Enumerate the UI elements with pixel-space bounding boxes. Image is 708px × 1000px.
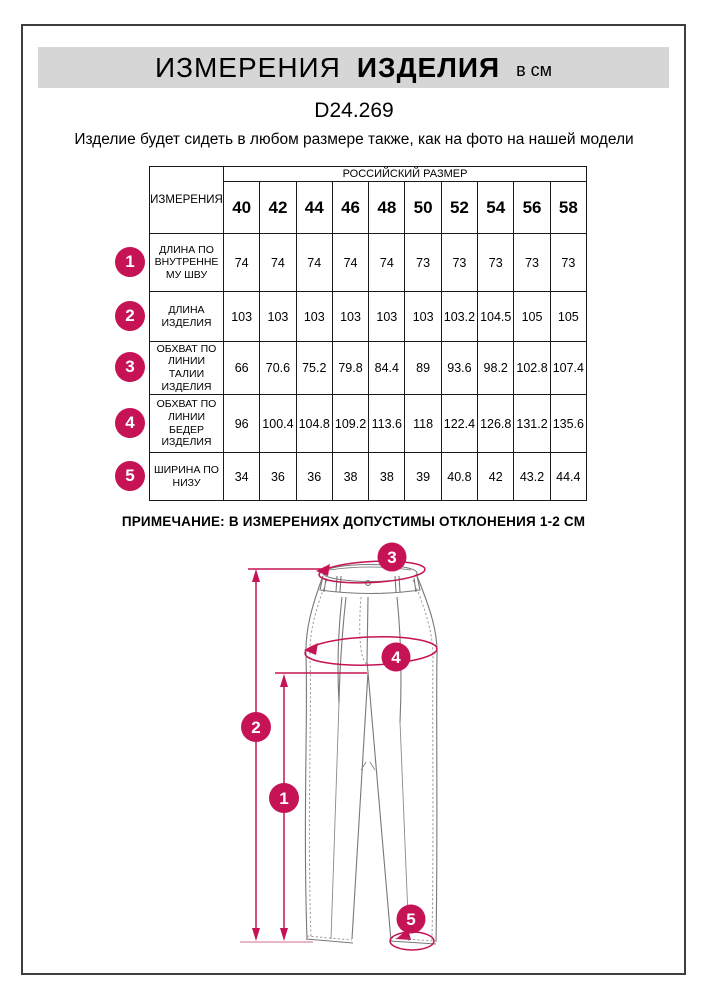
table-body: ДЛИНА ПО ВНУТРЕННЕ МУ ШВУ 74 74 74 74 74 73 73 7… — [149, 233, 588, 501]
table-group-header-row: ИЗМЕРЕНИЯ РОССИЙСКИЙ РАЗМЕР — [149, 166, 587, 234]
measure-value: 105 — [513, 291, 551, 342]
measure-value: 103 — [404, 291, 442, 342]
diagram-marker-3: 3 — [377, 542, 407, 572]
table-row: ОБХВАТ ПО ЛИНИИ БЕДЕР ИЗДЕЛИЯ 96 100.4 104.… — [149, 394, 588, 453]
measure-value: 126.8 — [477, 394, 515, 453]
measure-value: 122.4 — [440, 394, 479, 453]
measure-value: 131.2 — [513, 394, 551, 453]
measure-value: 103 — [259, 291, 297, 342]
size-col-header: 52 — [440, 181, 479, 234]
diagram-marker-5: 5 — [396, 904, 426, 934]
measure-value: 105 — [549, 291, 588, 342]
measure-value: 103 — [295, 291, 333, 342]
size-col-header: 54 — [477, 181, 515, 234]
measure-value: 39 — [404, 452, 442, 501]
measure-value: 74 — [331, 233, 370, 292]
measure-value: 84.4 — [368, 341, 406, 395]
size-col-header: 40 — [222, 181, 261, 234]
size-col-header: 44 — [295, 181, 333, 234]
measure-value: 103 — [331, 291, 370, 342]
measure-value: 79.8 — [331, 341, 370, 395]
svg-text:2: 2 — [251, 718, 260, 737]
diagram-marker-1: 1 — [269, 783, 299, 813]
measure-value: 73 — [549, 233, 588, 292]
svg-text:5: 5 — [406, 910, 415, 929]
row-badge: 2 — [115, 301, 145, 331]
measure-value: 109.2 — [331, 394, 370, 453]
table-row: ОБХВАТ ПО ЛИНИИ ТАЛИИ ИЗДЕЛИЯ 66 70.6 75.2 7… — [149, 341, 588, 395]
measure-value: 103.2 — [440, 291, 479, 342]
table-sizes-row: 40 42 44 46 48 50 52 54 56 58 — [150, 181, 588, 234]
measure-value: 74 — [222, 233, 261, 292]
row-badge: 5 — [115, 461, 145, 491]
measure-value: 38 — [331, 452, 370, 501]
measure-value: 89 — [404, 341, 442, 395]
page-title-unit: в см — [516, 60, 553, 80]
measure-label: ОБХВАТ ПО ЛИНИИ ТАЛИИ ИЗДЕЛИЯ — [149, 341, 224, 395]
row-badge: 1 — [115, 247, 145, 277]
size-col-header: 58 — [549, 181, 588, 234]
pants-sketch — [304, 563, 438, 945]
product-code: D24.269 — [314, 99, 394, 122]
waist-arrow — [316, 564, 330, 576]
measure-value: 74 — [368, 233, 406, 292]
svg-text:4: 4 — [391, 648, 401, 667]
measure-value: 96 — [222, 394, 261, 453]
measure-value: 70.6 — [259, 341, 297, 395]
measure-value: 135.6 — [549, 394, 588, 453]
svg-text:1: 1 — [279, 789, 288, 808]
measure-label: ШИРИНА ПО НИЗУ — [149, 452, 224, 501]
measure-value: 36 — [259, 452, 297, 501]
measure-value: 44.4 — [549, 452, 588, 501]
measure-value: 74 — [259, 233, 297, 292]
measure-label: ДЛИНА ИЗДЕЛИЯ — [149, 291, 224, 342]
measure-value: 40.8 — [440, 452, 479, 501]
measure-value: 74 — [295, 233, 333, 292]
group-header: РОССИЙСКИЙ РАЗМЕР — [223, 166, 587, 182]
measure-value: 34 — [222, 452, 261, 501]
table-row: ШИРИНА ПО НИЗУ 34 36 36 38 38 39 40.8 42 43.2 44.4 — [149, 452, 588, 501]
hip-arrow — [304, 643, 318, 655]
title-band: ИЗМЕРЕНИЯ ИЗДЕЛИЯ в см — [38, 47, 669, 88]
measure-value: 103 — [222, 291, 261, 342]
diagram-marker-4: 4 — [381, 642, 411, 672]
measure-value: 113.6 — [368, 394, 406, 453]
measure-value: 104.8 — [295, 394, 333, 453]
size-col-header: 50 — [404, 181, 442, 234]
measure-value: 73 — [404, 233, 442, 292]
measure-value: 66 — [222, 341, 261, 395]
measure-value: 100.4 — [259, 394, 297, 453]
page-title: ИЗМЕРЕНИЯ — [154, 51, 341, 83]
row-badge: 4 — [115, 408, 145, 438]
diagram-marker-2: 2 — [241, 712, 271, 742]
measure-value: 42 — [477, 452, 515, 501]
size-col-header: 48 — [368, 181, 406, 234]
page-title-bold: ИЗДЕЛИЯ — [356, 51, 501, 83]
measure-value: 73 — [440, 233, 479, 292]
measure-value: 93.6 — [440, 341, 479, 395]
table-row: ДЛИНА ПО ВНУТРЕННЕ МУ ШВУ 74 74 74 74 74 73 73 7… — [149, 233, 588, 292]
measure-value: 104.5 — [477, 291, 515, 342]
row-badge: 3 — [115, 352, 145, 382]
fit-description: Изделие будет сидеть в любом размере так… — [74, 131, 634, 148]
measure-value: 102.8 — [513, 341, 551, 395]
measure-label: ДЛИНА ПО ВНУТРЕННЕ МУ ШВУ — [149, 233, 224, 292]
svg-text:3: 3 — [387, 548, 396, 567]
size-col-header: 42 — [259, 181, 297, 234]
measure-value: 75.2 — [295, 341, 333, 395]
size-col-header: 56 — [513, 181, 551, 234]
measure-value: 43.2 — [513, 452, 551, 501]
measurements-table: ИЗМЕРЕНИЯ РОССИЙСКИЙ РАЗМЕР 40 42 44 46 48 50… — [149, 166, 588, 501]
dimension-annotations: 3 4 2 1 5 — [240, 542, 438, 951]
tolerance-note: ПРИМЕЧАНИЕ: В ИЗМЕРЕНИЯХ ДОПУСТИМЫ ОТКЛО… — [121, 514, 586, 529]
measure-value: 73 — [477, 233, 515, 292]
